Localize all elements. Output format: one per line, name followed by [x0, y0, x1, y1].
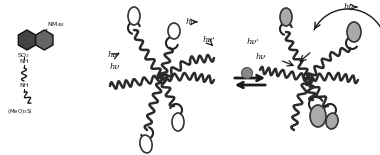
Text: hν: hν [344, 3, 355, 11]
Text: (MeO)$_3$Si: (MeO)$_3$Si [7, 107, 33, 116]
Polygon shape [36, 30, 53, 50]
Ellipse shape [347, 22, 361, 42]
Text: hν': hν' [247, 38, 260, 46]
Text: NH: NH [19, 59, 29, 64]
Ellipse shape [242, 67, 252, 78]
Ellipse shape [140, 135, 152, 153]
Ellipse shape [168, 23, 180, 39]
Ellipse shape [172, 113, 184, 131]
Text: NMe$_2$: NMe$_2$ [48, 20, 66, 29]
Text: hν': hν' [203, 36, 216, 44]
Text: hν: hν [110, 63, 120, 71]
Polygon shape [18, 30, 36, 50]
Text: hν': hν' [108, 51, 121, 59]
Ellipse shape [310, 105, 326, 127]
Text: NH: NH [19, 83, 29, 88]
Text: hν: hν [256, 53, 266, 61]
Ellipse shape [326, 113, 338, 129]
Ellipse shape [280, 8, 292, 26]
Ellipse shape [128, 7, 140, 25]
Text: hν: hν [186, 18, 196, 26]
Text: SO$_2$: SO$_2$ [17, 51, 31, 60]
